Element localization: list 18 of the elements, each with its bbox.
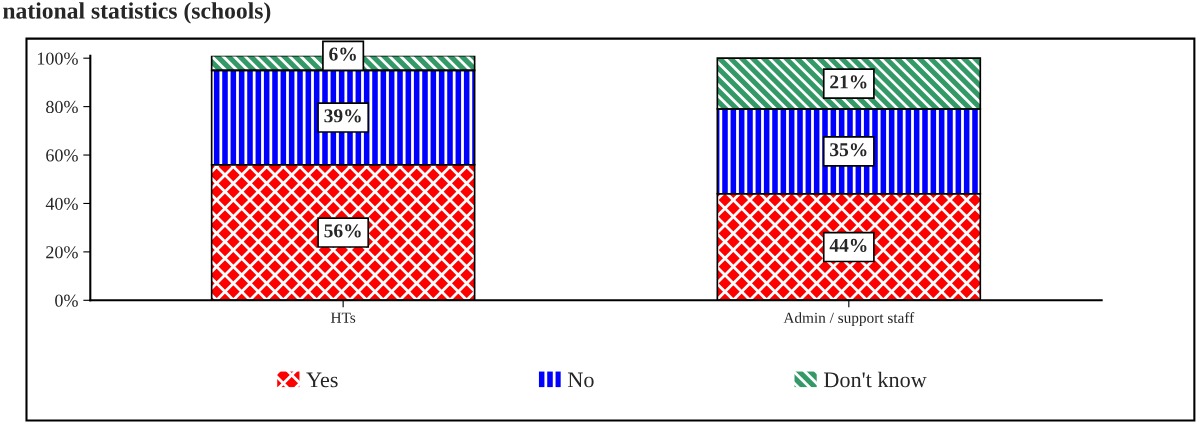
legend-label: Don't know <box>824 371 927 388</box>
legend-label: No <box>567 372 594 388</box>
y-tick-label: 40% <box>45 197 78 210</box>
y-tick-label: 80% <box>46 100 78 114</box>
text: 21% <box>830 75 867 89</box>
x-tick-label: Admin / support staff <box>783 312 915 327</box>
y-tick-label: 100% <box>37 52 78 65</box>
y-tick-label: 60% <box>46 149 78 162</box>
x-tick-label: HTs <box>330 312 356 323</box>
y-tick-label: 20% <box>46 246 78 259</box>
text: 39% <box>324 109 361 123</box>
text: 44% <box>829 238 867 252</box>
chart-title: national statistics (schools) <box>3 2 271 24</box>
text: 35% <box>830 143 867 157</box>
y-tick-label: 0% <box>55 294 78 307</box>
text: 6% <box>329 47 356 61</box>
legend-label: Yes <box>306 372 338 388</box>
text: 56% <box>324 224 361 238</box>
